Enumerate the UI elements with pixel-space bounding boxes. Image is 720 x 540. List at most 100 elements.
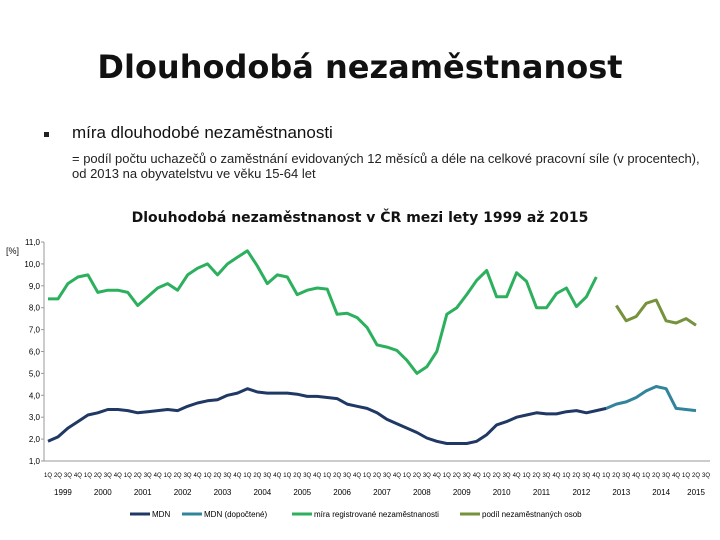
x-quarter-label: 3Q: [582, 473, 590, 479]
x-year-label: 2001: [134, 488, 152, 497]
x-quarter-label: 1Q: [682, 473, 690, 479]
x-quarter-label: 1Q: [363, 473, 371, 479]
x-quarter-label: 3Q: [662, 473, 670, 479]
x-quarter-label: 2Q: [413, 473, 421, 479]
x-quarter-label: 3Q: [223, 473, 231, 479]
x-quarter-label: 1Q: [84, 473, 92, 479]
x-quarter-label: 4Q: [632, 473, 640, 479]
x-quarter-label: 1Q: [483, 473, 491, 479]
x-quarter-label: 3Q: [423, 473, 431, 479]
y-axis-unit: [%]: [6, 246, 20, 256]
y-tick-label: 10,0: [24, 260, 40, 269]
x-quarter-label: 4Q: [433, 473, 441, 479]
y-tick-label: 4,0: [29, 391, 41, 400]
x-quarter-label: 1Q: [443, 473, 451, 479]
x-quarter-label: 2Q: [572, 473, 580, 479]
x-quarter-label: 3Q: [542, 473, 550, 479]
x-quarter-label: 3Q: [343, 473, 351, 479]
x-quarter-label: 4Q: [473, 473, 481, 479]
series-line-mdn: [47, 387, 607, 445]
x-quarter-label: 1Q: [403, 473, 411, 479]
x-quarter-label: 2Q: [533, 473, 541, 479]
x-quarter-label: 3Q: [503, 473, 511, 479]
x-quarter-label: 3Q: [383, 473, 391, 479]
x-year-label: 2003: [214, 488, 232, 497]
x-year-label: 2000: [94, 488, 112, 497]
x-quarter-label: 2Q: [493, 473, 501, 479]
series-line-mdn-dopo-ten-: [605, 385, 697, 413]
x-quarter-label: 2Q: [612, 473, 620, 479]
x-quarter-label: 4Q: [154, 473, 162, 479]
x-quarter-label: 2Q: [453, 473, 461, 479]
slide-title: Dlouhodobá nezaměstnanost: [97, 48, 623, 86]
x-quarter-label: 3Q: [184, 473, 192, 479]
x-quarter-label: 1Q: [323, 473, 331, 479]
y-tick-label: 8,0: [29, 304, 41, 313]
x-quarter-label: 4Q: [672, 473, 680, 479]
y-tick-label: 2,0: [29, 435, 41, 444]
x-quarter-label: 4Q: [393, 473, 401, 479]
x-year-label: 2007: [373, 488, 391, 497]
x-quarter-label: 4Q: [353, 473, 361, 479]
x-quarter-label: 2Q: [174, 473, 182, 479]
x-quarter-label: 3Q: [463, 473, 471, 479]
x-year-label: 2009: [453, 488, 471, 497]
x-year-label: 2011: [533, 488, 551, 497]
x-year-label: 2005: [293, 488, 311, 497]
x-year-label: 2008: [413, 488, 431, 497]
y-tick-label: 1,0: [29, 457, 41, 466]
x-quarter-label: 4Q: [114, 473, 122, 479]
x-quarter-label: 2Q: [134, 473, 142, 479]
y-tick-label: 5,0: [29, 369, 41, 378]
x-quarter-label: 3Q: [263, 473, 271, 479]
x-quarter-label: 1Q: [44, 473, 52, 479]
y-tick-label: 7,0: [29, 326, 41, 335]
x-quarter-label: 2Q: [652, 473, 660, 479]
y-tick-label: 9,0: [29, 282, 41, 291]
x-quarter-label: 4Q: [592, 473, 600, 479]
x-quarter-label: 3Q: [104, 473, 112, 479]
x-year-label: 2013: [612, 488, 630, 497]
x-quarter-label: 1Q: [243, 473, 251, 479]
legend-label: MDN (dopočtené): [204, 510, 267, 519]
x-quarter-label: 1Q: [602, 473, 610, 479]
x-quarter-label: 1Q: [124, 473, 132, 479]
description-text: = podíl počtu uchazečů o zaměstnání evid…: [72, 151, 700, 181]
x-quarter-label: 3Q: [702, 473, 710, 479]
x-quarter-label: 4Q: [273, 473, 281, 479]
x-year-label: 2006: [333, 488, 351, 497]
legend-label: míra registrované nezaměstnanosti: [314, 510, 439, 519]
legend-label: podíl nezaměstnaných osob: [482, 510, 582, 519]
x-quarter-label: 4Q: [74, 473, 82, 479]
x-quarter-label: 1Q: [523, 473, 531, 479]
bullet-square-icon: [44, 132, 49, 137]
x-year-label: 1999: [54, 488, 72, 497]
x-year-label: 2010: [493, 488, 511, 497]
x-year-label: 2002: [174, 488, 192, 497]
x-quarter-label: 3Q: [303, 473, 311, 479]
series-line-pod-l-nezam-stnan-ch-osob: [615, 298, 697, 327]
chart-title: Dlouhodobá nezaměstnanost v ČR mezi lety…: [131, 210, 589, 226]
x-year-label: 2004: [253, 488, 271, 497]
x-quarter-label: 2Q: [293, 473, 301, 479]
x-quarter-label: 1Q: [562, 473, 570, 479]
y-tick-label: 3,0: [29, 413, 41, 422]
x-quarter-label: 2Q: [692, 473, 700, 479]
x-quarter-label: 1Q: [164, 473, 172, 479]
x-quarter-label: 4Q: [194, 473, 202, 479]
x-quarter-label: 1Q: [642, 473, 650, 479]
x-quarter-label: 2Q: [253, 473, 261, 479]
x-quarter-label: 2Q: [54, 473, 62, 479]
x-quarter-label: 4Q: [552, 473, 560, 479]
series-line-m-ra-registrovan-nezam-stnanosti: [48, 249, 598, 375]
x-quarter-label: 2Q: [373, 473, 381, 479]
legend-label: MDN: [152, 510, 170, 519]
x-year-label: 2012: [572, 488, 590, 497]
x-quarter-label: 1Q: [283, 473, 291, 479]
x-quarter-label: 3Q: [622, 473, 630, 479]
y-tick-label: 6,0: [29, 348, 41, 357]
x-quarter-label: 2Q: [94, 473, 102, 479]
x-quarter-label: 3Q: [144, 473, 152, 479]
x-quarter-label: 2Q: [213, 473, 221, 479]
